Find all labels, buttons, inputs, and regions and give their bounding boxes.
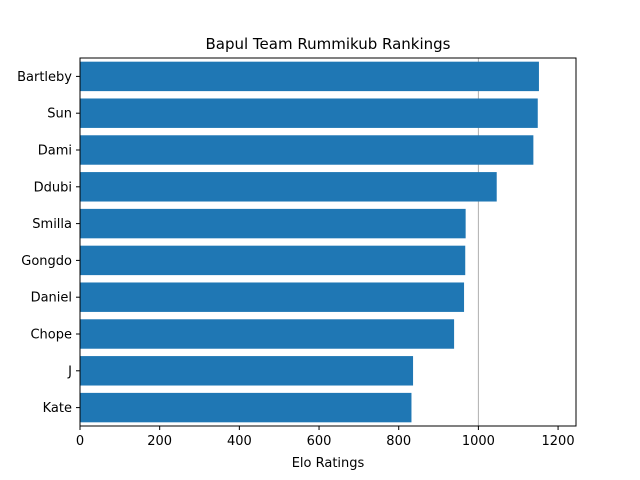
y-tick-label: Daniel (31, 291, 72, 306)
x-tick-label: 800 (386, 434, 411, 449)
y-tick-label: Chope (30, 328, 72, 343)
bar-daniel (80, 282, 465, 312)
x-tick-label: 1000 (462, 434, 495, 449)
bar-smilla (80, 208, 466, 239)
bar-ddubi (80, 172, 497, 202)
bars-layer (80, 61, 539, 423)
y-tick-label: Kate (43, 401, 72, 416)
y-tick-label: J (67, 364, 72, 379)
bar-gongdo (80, 245, 466, 276)
x-tick-label: 600 (307, 434, 332, 449)
y-tick-label: Bartleby (17, 70, 72, 85)
x-axis-label: Elo Ratings (292, 456, 365, 471)
y-tick-label: Ddubi (34, 180, 72, 195)
x-tick-label: 0 (76, 434, 84, 449)
bar-dami (80, 135, 534, 165)
bar-kate (80, 392, 412, 423)
bar-sun (80, 98, 538, 128)
x-axis: 0 200 400 600 800 1000 1200 (76, 426, 575, 449)
y-tick-label: Smilla (32, 217, 72, 232)
y-tick-label: Gongdo (21, 254, 72, 269)
x-tick-label: 200 (147, 434, 172, 449)
bar-chope (80, 319, 455, 349)
bar-j (80, 356, 414, 386)
x-tick-label: 400 (227, 434, 252, 449)
plot-frame (79, 57, 577, 427)
y-tick-label: Dami (38, 144, 72, 159)
bar-bartleby (80, 61, 539, 92)
y-tick-label: Sun (47, 107, 72, 122)
x-tick-label: 1200 (542, 434, 575, 449)
y-axis: Bartleby Sun Dami Ddubi Smilla Gongdo Daniel Ch… (17, 70, 80, 416)
chart-title: Bapul Team Rummikub Rankings (205, 35, 450, 53)
